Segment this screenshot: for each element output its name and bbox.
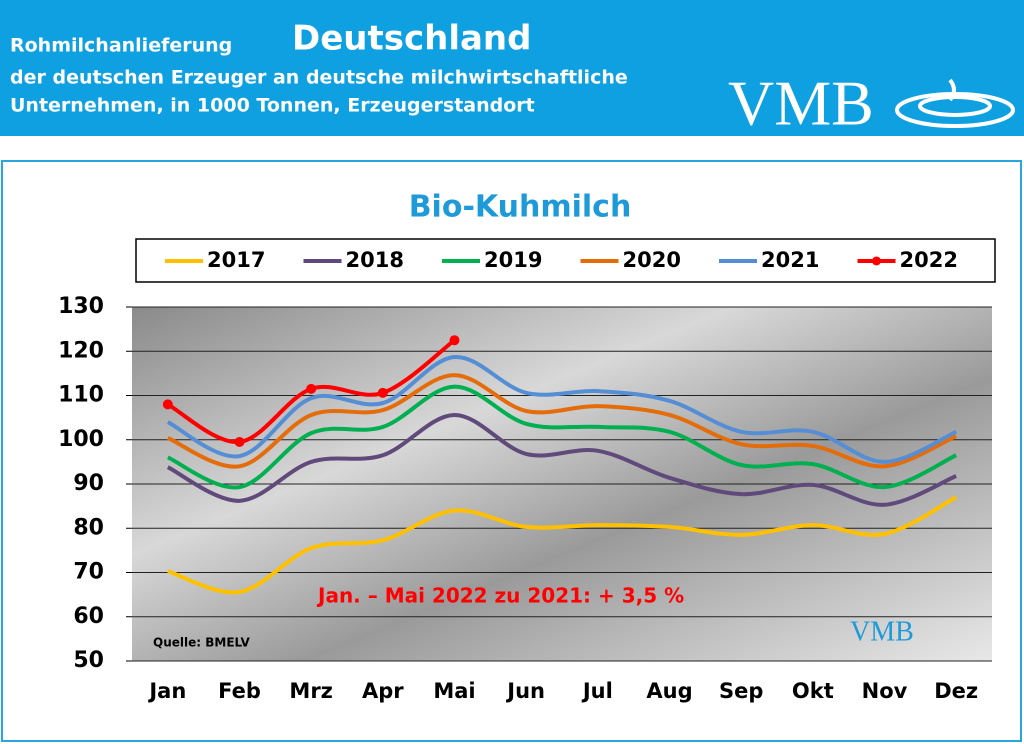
header-title-prefix: Rohmilchanlieferung (10, 35, 232, 57)
y-tick-label: 50 (73, 648, 104, 673)
y-tick-label: 60 (73, 604, 104, 629)
point (234, 436, 245, 447)
logo-swirl (895, 78, 1015, 128)
point (449, 335, 460, 346)
y-tick-label: 130 (58, 294, 104, 319)
header-line: Unternehmen, in 1000 Tonnen, Erzeugersta… (10, 95, 535, 117)
plot-logo: VMB (850, 616, 914, 647)
x-tick-label: Sep (719, 679, 763, 703)
x-tick-label: Nov (862, 679, 908, 703)
x-tick-label: Mai (433, 679, 475, 703)
point (377, 387, 388, 398)
legend-box (135, 238, 996, 283)
legend-label: 2019 (484, 248, 542, 272)
x-tick-label: Mrz (289, 679, 332, 703)
series-line (167, 373, 957, 469)
legend-marker (872, 256, 881, 266)
chart-frame (1, 160, 1022, 742)
header-band (0, 0, 1024, 136)
x-tick-label: Jan (147, 679, 186, 703)
point (162, 399, 173, 410)
x-tick-label: Jun (505, 679, 545, 703)
x-tick-label: Okt (792, 679, 834, 703)
y-tick-label: 120 (58, 338, 104, 363)
y-tick-label: 100 (58, 427, 104, 452)
x-tick-label: Aug (646, 679, 692, 703)
series-line (166, 412, 957, 507)
y-tick-label: 110 (58, 383, 104, 408)
y-tick-label: 70 (73, 560, 104, 585)
legend-label: 2022 (900, 248, 958, 272)
x-tick-label: Apr (362, 679, 404, 703)
x-tick-label: Feb (218, 679, 261, 703)
legend-label: 2021 (761, 248, 819, 272)
series-line (166, 384, 958, 490)
legend-label: 2018 (346, 248, 404, 272)
annotation: Jan. – Mai 2022 zu 2021: + 3,5 % (316, 584, 684, 608)
source: Quelle: BMELV (153, 636, 251, 650)
legend-label: 2020 (623, 248, 681, 272)
x-tick-label: Jul (581, 679, 613, 703)
legend-label: 2017 (207, 248, 265, 272)
x-tick-label: Dez (934, 679, 978, 703)
y-tick-label: 90 (73, 471, 104, 496)
header-logo: VMB (728, 68, 874, 139)
point (306, 383, 317, 394)
series-line (166, 355, 958, 464)
y-tick-label: 80 (73, 515, 104, 540)
header-line: der deutschen Erzeuger an deutsche milch… (10, 67, 628, 89)
series-line (167, 495, 958, 595)
chart-title: Bio-Kuhmilch (409, 190, 632, 225)
header-title-main: Deutschland (292, 19, 531, 59)
